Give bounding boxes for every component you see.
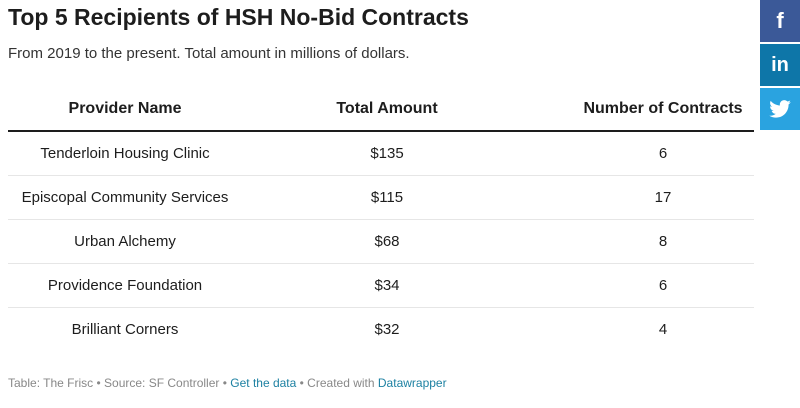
cell-provider: Urban Alchemy	[8, 219, 242, 264]
cell-provider: Brilliant Corners	[71, 321, 179, 338]
twitter-icon	[769, 100, 791, 118]
facebook-share-button[interactable]: f	[760, 0, 800, 42]
linkedin-share-button[interactable]: in	[760, 44, 800, 86]
linkedin-icon: in	[771, 53, 789, 76]
footer-source-text: Table: The Frisc • Source: SF Controller…	[8, 376, 231, 390]
cell-amount: $34	[242, 263, 532, 308]
table-row: Urban Alchemy $68 8	[8, 219, 754, 264]
social-share-bar: f in	[760, 0, 800, 132]
facebook-icon: f	[776, 8, 784, 33]
cell-amount: $32	[374, 321, 400, 338]
twitter-share-button[interactable]	[760, 88, 800, 130]
cell-contracts: 4	[658, 321, 668, 338]
chart-footer: Table: The Frisc • Source: SF Controller…	[8, 376, 447, 390]
get-the-data-link[interactable]: Get the data	[230, 376, 297, 390]
cell-contracts: 6	[532, 263, 754, 308]
cell-provider: Episcopal Community Services	[8, 175, 242, 220]
cell-contracts: 6	[532, 131, 754, 176]
cell-provider: Tenderloin Housing Clinic	[8, 131, 242, 176]
datawrapper-link[interactable]: Datawrapper	[377, 376, 447, 390]
table-row: Brilliant Corners $32 4	[8, 308, 754, 352]
table-header-row: Provider Name Total Amount Number of Con…	[8, 88, 754, 132]
cell-amount: $135	[242, 131, 532, 176]
cell-provider: Providence Foundation	[8, 263, 242, 308]
data-table-container: Provider Name Total Amount Number of Con…	[8, 88, 754, 351]
page-subtitle: From 2019 to the present. Total amount i…	[8, 45, 410, 62]
table-row: Episcopal Community Services $115 17	[8, 175, 754, 220]
footer-created-with-text: • Created with	[296, 376, 378, 390]
page-title: Top 5 Recipients of HSH No-Bid Contracts	[8, 4, 469, 30]
table-row: Providence Foundation $34 6	[8, 263, 754, 308]
table-row: Tenderloin Housing Clinic $135 6	[8, 131, 754, 176]
data-table: Provider Name Total Amount Number of Con…	[8, 88, 754, 351]
cell-amount: $68	[242, 219, 532, 264]
column-header-amount[interactable]: Total Amount	[242, 88, 532, 132]
cell-contracts: 8	[532, 219, 754, 264]
cell-amount: $115	[242, 175, 532, 220]
column-header-provider[interactable]: Provider Name	[8, 88, 242, 132]
cell-contracts: 17	[532, 175, 754, 220]
column-header-contracts[interactable]: Number of Contracts	[532, 88, 754, 132]
